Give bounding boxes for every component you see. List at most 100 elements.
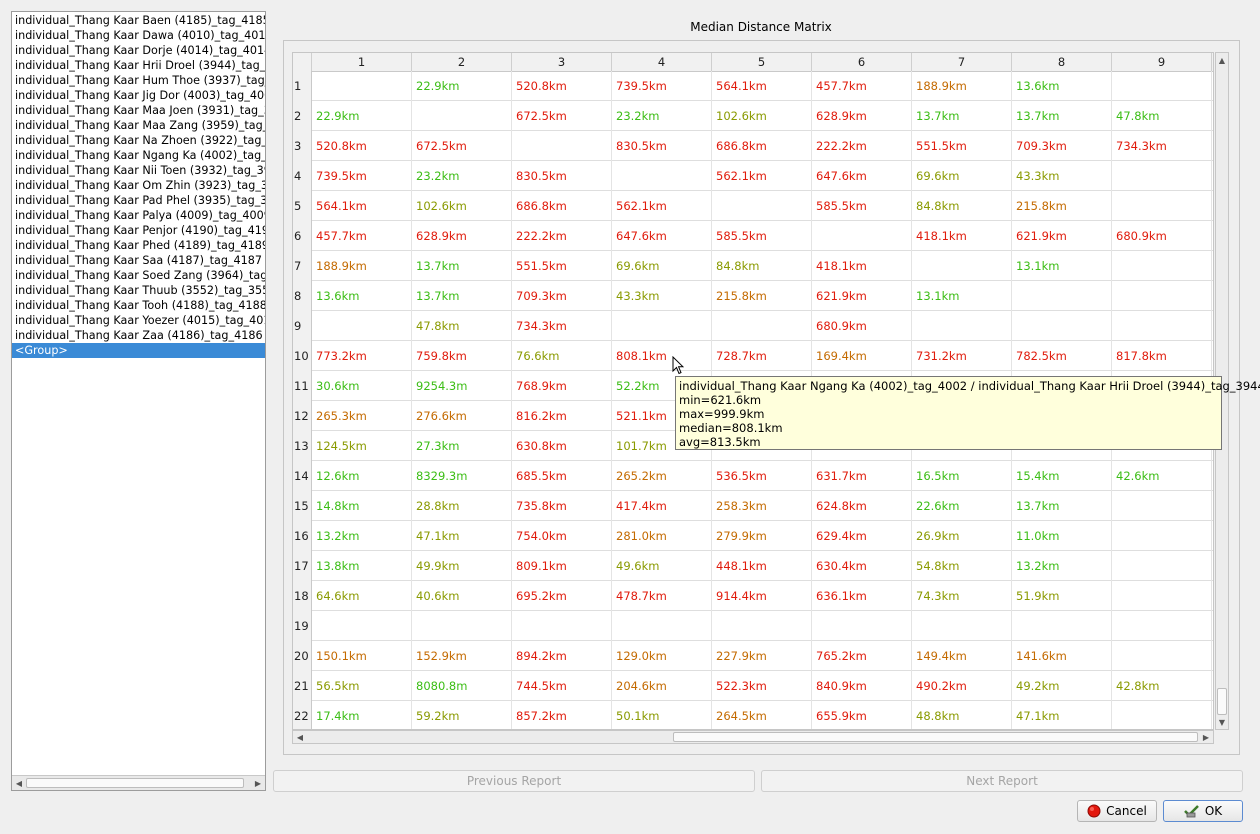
- matrix-cell[interactable]: 744.5km: [512, 671, 612, 701]
- matrix-cell[interactable]: 585.5km: [812, 191, 912, 221]
- matrix-cell[interactable]: 585.5km: [712, 221, 812, 251]
- matrix-cell[interactable]: 64.6km: [312, 581, 412, 611]
- list-item[interactable]: individual_Thang Kaar Maa Zang (3959)_ta…: [15, 119, 265, 132]
- scroll-up-icon[interactable]: ▲: [1218, 55, 1226, 65]
- list-item[interactable]: individual_Thang Kaar Na Zhoen (3922)_ta…: [15, 134, 265, 147]
- matrix-cell[interactable]: 9254.3m: [412, 371, 512, 401]
- matrix-cell[interactable]: 47.8km: [412, 311, 512, 341]
- matrix-cell[interactable]: 840.9km: [812, 671, 912, 701]
- matrix-cell[interactable]: 69.6km: [912, 161, 1012, 191]
- matrix-cell[interactable]: 680.9km: [1112, 221, 1212, 251]
- matrix-cell[interactable]: 23.2km: [612, 101, 712, 131]
- matrix-cell[interactable]: 564.1km: [712, 71, 812, 101]
- matrix-cell[interactable]: [912, 611, 1012, 641]
- list-item[interactable]: individual_Thang Kaar Maa Joen (3931)_ta…: [15, 104, 265, 117]
- matrix-cell[interactable]: 281.0km: [612, 521, 712, 551]
- list-item[interactable]: individual_Thang Kaar Pad Phel (3935)_ta…: [15, 194, 265, 207]
- matrix-cell[interactable]: 686.8km: [512, 191, 612, 221]
- matrix-cell[interactable]: 490.2km: [912, 671, 1012, 701]
- matrix-cell[interactable]: 13.1km: [1012, 251, 1112, 281]
- matrix-cell[interactable]: 17.4km: [312, 701, 412, 729]
- matrix-cell[interactable]: 894.2km: [512, 641, 612, 671]
- matrix-cell[interactable]: 739.5km: [312, 161, 412, 191]
- list-item[interactable]: individual_Thang Kaar Ngang Ka (4002)_ta…: [15, 149, 265, 162]
- matrix-cell[interactable]: 30.6km: [312, 371, 412, 401]
- matrix-cell[interactable]: 672.5km: [512, 101, 612, 131]
- matrix-cell[interactable]: [1112, 701, 1212, 729]
- matrix-cell[interactable]: 188.9km: [312, 251, 412, 281]
- matrix-cell[interactable]: 222.2km: [812, 131, 912, 161]
- matrix-cell[interactable]: 551.5km: [512, 251, 612, 281]
- matrix-cell[interactable]: 8329.3m: [412, 461, 512, 491]
- matrix-cell[interactable]: [1112, 161, 1212, 191]
- individual-list[interactable]: individual_Thang Kaar Baen (4185)_tag_41…: [11, 11, 266, 791]
- matrix-cell[interactable]: 857.2km: [512, 701, 612, 729]
- matrix-cell[interactable]: [712, 311, 812, 341]
- list-item[interactable]: individual_Thang Kaar Zaa (4186)_tag_418…: [15, 329, 263, 342]
- matrix-cell[interactable]: [1112, 581, 1212, 611]
- matrix-cell[interactable]: 685.5km: [512, 461, 612, 491]
- ok-button[interactable]: OK: [1163, 800, 1243, 822]
- matrix-cell[interactable]: 457.7km: [312, 221, 412, 251]
- matrix-cell[interactable]: 564.1km: [312, 191, 412, 221]
- matrix-cell[interactable]: 13.7km: [912, 101, 1012, 131]
- matrix-cell[interactable]: [912, 311, 1012, 341]
- matrix-cell[interactable]: 129.0km: [612, 641, 712, 671]
- matrix-cell[interactable]: 765.2km: [812, 641, 912, 671]
- matrix-cell[interactable]: 50.1km: [612, 701, 712, 729]
- list-item[interactable]: individual_Thang Kaar Soed Zang (3964)_t…: [15, 269, 265, 282]
- matrix-cell[interactable]: 536.5km: [712, 461, 812, 491]
- matrix-cell[interactable]: 27.3km: [412, 431, 512, 461]
- matrix-cell[interactable]: 768.9km: [512, 371, 612, 401]
- matrix-cell[interactable]: [412, 101, 512, 131]
- matrix-cell[interactable]: 418.1km: [912, 221, 1012, 251]
- horizontal-scrollbar-thumb[interactable]: [673, 732, 1198, 742]
- matrix-cell[interactable]: 48.8km: [912, 701, 1012, 729]
- matrix-cell[interactable]: 22.6km: [912, 491, 1012, 521]
- list-horizontal-scrollbar[interactable]: ◀ ▶: [12, 775, 265, 790]
- matrix-cell[interactable]: 11.0km: [1012, 521, 1112, 551]
- list-item[interactable]: individual_Thang Kaar Nii Toen (3932)_ta…: [15, 164, 265, 177]
- matrix-cell[interactable]: [1112, 641, 1212, 671]
- matrix-cell[interactable]: 628.9km: [412, 221, 512, 251]
- list-scrollbar-thumb[interactable]: [26, 778, 244, 788]
- matrix-cell[interactable]: [612, 311, 712, 341]
- matrix-cell[interactable]: 739.5km: [612, 71, 712, 101]
- matrix-cell[interactable]: 13.7km: [1012, 491, 1112, 521]
- matrix-cell[interactable]: 13.7km: [1012, 101, 1112, 131]
- matrix-horizontal-scrollbar[interactable]: ◀ ▶: [292, 730, 1214, 744]
- matrix-cell[interactable]: 621.9km: [1012, 221, 1112, 251]
- matrix-cell[interactable]: 628.9km: [812, 101, 912, 131]
- matrix-cell[interactable]: [712, 191, 812, 221]
- matrix-cell[interactable]: 735.8km: [512, 491, 612, 521]
- matrix-cell[interactable]: [412, 611, 512, 641]
- matrix-cell[interactable]: 49.9km: [412, 551, 512, 581]
- matrix-cell[interactable]: 624.8km: [812, 491, 912, 521]
- list-item[interactable]: individual_Thang Kaar Hum Thoe (3937)_ta…: [15, 74, 265, 87]
- matrix-cell[interactable]: [612, 161, 712, 191]
- matrix-cell[interactable]: 40.6km: [412, 581, 512, 611]
- matrix-cell[interactable]: 13.6km: [1012, 71, 1112, 101]
- list-item[interactable]: individual_Thang Kaar Dawa (4010)_tag_40…: [15, 29, 265, 42]
- list-item[interactable]: individual_Thang Kaar Thuub (3552)_tag_3…: [15, 284, 265, 297]
- matrix-cell[interactable]: 478.7km: [612, 581, 712, 611]
- matrix-cell[interactable]: 13.8km: [312, 551, 412, 581]
- matrix-cell[interactable]: 754.0km: [512, 521, 612, 551]
- scroll-right-icon[interactable]: ▶: [1202, 732, 1210, 742]
- matrix-cell[interactable]: 84.8km: [912, 191, 1012, 221]
- matrix-cell[interactable]: 15.4km: [1012, 461, 1112, 491]
- matrix-cell[interactable]: 686.8km: [712, 131, 812, 161]
- matrix-cell[interactable]: 152.9km: [412, 641, 512, 671]
- matrix-cell[interactable]: 695.2km: [512, 581, 612, 611]
- scroll-left-icon[interactable]: ◀: [15, 778, 23, 788]
- matrix-cell[interactable]: [912, 251, 1012, 281]
- matrix-cell[interactable]: 51.9km: [1012, 581, 1112, 611]
- matrix-cell[interactable]: 728.7km: [712, 341, 812, 371]
- matrix-cell[interactable]: 141.6km: [1012, 641, 1112, 671]
- matrix-cell[interactable]: 22.9km: [412, 71, 512, 101]
- matrix-cell[interactable]: 265.2km: [612, 461, 712, 491]
- matrix-cell[interactable]: 520.8km: [312, 131, 412, 161]
- matrix-cell[interactable]: 13.7km: [412, 251, 512, 281]
- matrix-cell[interactable]: 276.6km: [412, 401, 512, 431]
- matrix-cell[interactable]: 8080.8m: [412, 671, 512, 701]
